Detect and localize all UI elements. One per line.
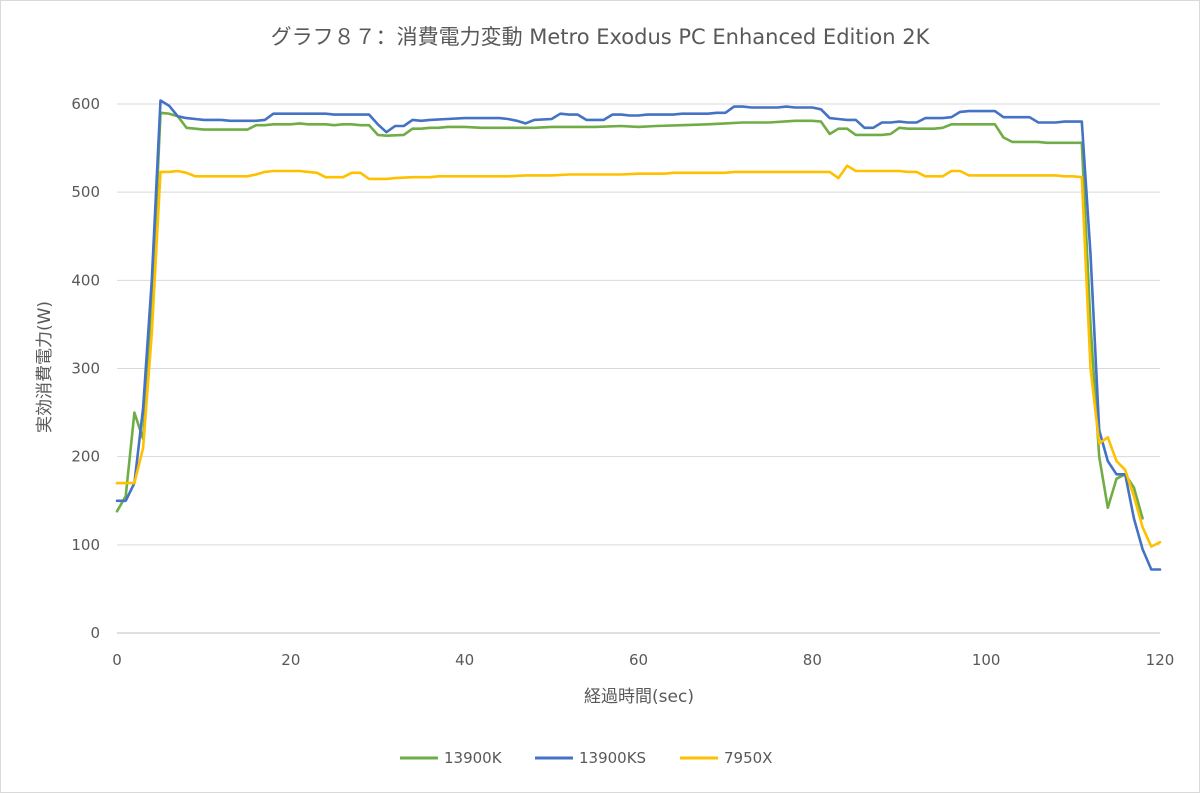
x-axis-title: 経過時間(sec) bbox=[584, 687, 694, 707]
y-tick-label: 500 bbox=[71, 183, 100, 201]
y-tick-label: 300 bbox=[71, 360, 100, 378]
legend-item-13900k: 13900K bbox=[400, 749, 503, 767]
legend-label: 7950X bbox=[724, 749, 772, 767]
x-tick-label: 60 bbox=[629, 651, 648, 669]
y-tick-label: 600 bbox=[71, 95, 100, 113]
chart-title: グラフ８７：消費電力変動 Metro Exodus PC Enhanced Ed… bbox=[271, 25, 931, 49]
x-tick-label: 80 bbox=[803, 651, 822, 669]
y-tick-label: 0 bbox=[90, 624, 100, 642]
legend-label: 13900KS bbox=[579, 749, 646, 767]
x-tick-label: 0 bbox=[112, 651, 122, 669]
y-tick-label: 400 bbox=[71, 271, 100, 289]
x-tick-label: 120 bbox=[1146, 651, 1175, 669]
series-line-7950x bbox=[115, 164, 1162, 548]
series-lines bbox=[115, 99, 1162, 571]
legend-label: 13900K bbox=[444, 749, 503, 767]
x-tick-label: 20 bbox=[281, 651, 300, 669]
series-line-13900k bbox=[115, 111, 1144, 520]
y-axis-title: 実効消費電力(W) bbox=[35, 301, 55, 433]
legend-item-13900ks: 13900KS bbox=[535, 749, 646, 767]
axes: 0 100 200 300 400 500 600 0 20 40 60 80 100 120 bbox=[71, 95, 1174, 669]
legend-item-7950x: 7950X bbox=[680, 749, 772, 767]
x-tick-label: 40 bbox=[455, 651, 474, 669]
series-line-13900ks bbox=[115, 99, 1162, 571]
gridlines bbox=[117, 103, 1160, 634]
x-tick-label: 100 bbox=[972, 651, 1001, 669]
y-tick-label: 200 bbox=[71, 448, 100, 466]
legend: 13900K 13900KS 7950X bbox=[400, 749, 772, 767]
y-tick-label: 100 bbox=[71, 536, 100, 554]
